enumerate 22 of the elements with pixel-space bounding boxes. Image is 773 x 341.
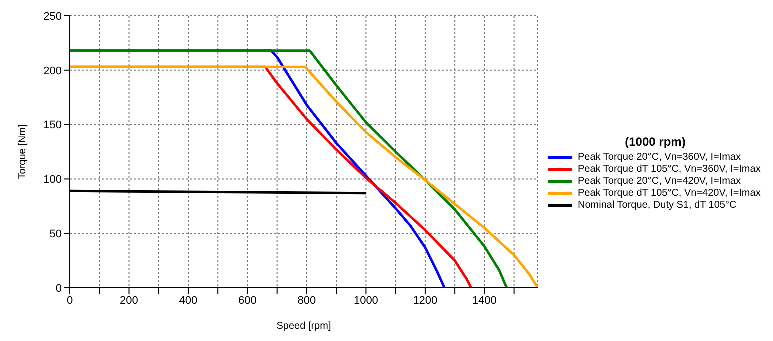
x-tick-label: 0 bbox=[66, 294, 74, 307]
x-tick-label: 600 bbox=[238, 294, 257, 307]
x-tick-label: 1000 bbox=[354, 294, 378, 307]
y-tick-label: 200 bbox=[44, 65, 62, 78]
x-tick-label: 1200 bbox=[413, 294, 438, 307]
x-tick-label: 800 bbox=[298, 294, 316, 307]
y-tick-label: 100 bbox=[44, 174, 62, 186]
legend-label: Peak Torque dT 105°C, Vn=420V, I=Imax bbox=[578, 188, 761, 199]
x-tick-label: 1400 bbox=[472, 294, 497, 307]
legend-label: Nominal Torque, Duty S1, dT 105°C bbox=[578, 200, 737, 211]
x-tick-label: 200 bbox=[120, 294, 138, 307]
y-tick-label: 150 bbox=[44, 120, 62, 132]
x-axis-title: Speed [rpm] bbox=[276, 321, 332, 332]
legend-label: Peak Torque 20°C, Vn=420V, I=Imax bbox=[578, 176, 741, 187]
y-tick-label: 50 bbox=[50, 228, 62, 241]
y-axis-title: Torque [Nm] bbox=[18, 124, 29, 180]
x-tick-label: 400 bbox=[179, 294, 198, 307]
legend-label: Peak Torque 20°C, Vn=360V, I=Imax bbox=[578, 152, 741, 163]
legend-title: (1000 rpm) bbox=[624, 134, 687, 148]
y-tick-label: 250 bbox=[44, 10, 62, 23]
legend-label: Peak Torque dT 105°C, Vn=360V, I=Imax bbox=[578, 164, 761, 175]
y-tick-label: 0 bbox=[56, 282, 62, 295]
